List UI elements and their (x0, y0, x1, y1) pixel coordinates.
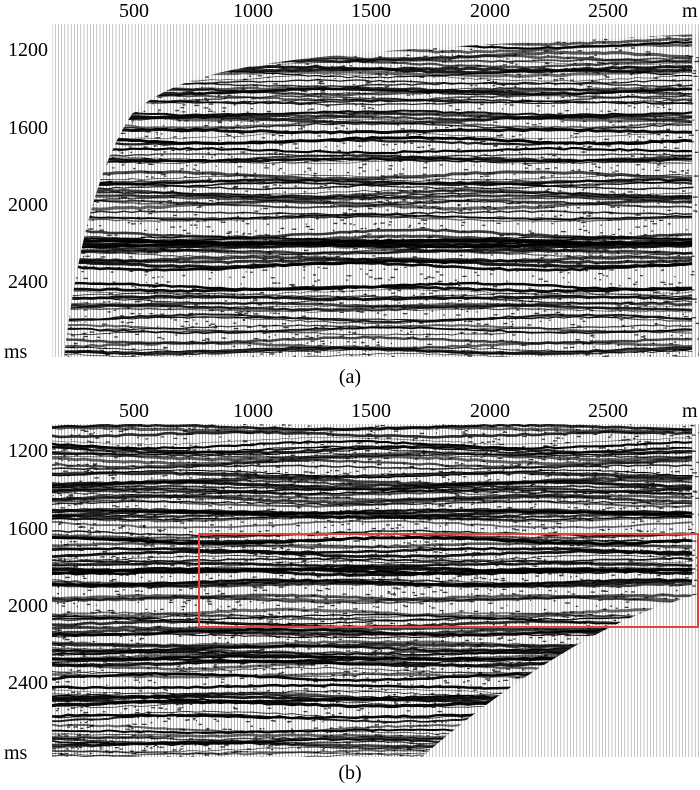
y-tick-label: 2400 (8, 271, 48, 293)
panel-caption: (a) (338, 366, 362, 388)
x-tick-label: 500 (119, 400, 149, 422)
y-tick-label: 1200 (8, 440, 48, 462)
x-tick-label: 1000 (233, 0, 273, 22)
y-tick-label: 2000 (8, 194, 48, 216)
x-tick-label: 1000 (233, 400, 273, 422)
y-tick-label: 1600 (8, 117, 48, 139)
x-tick-label: 500 (119, 0, 149, 22)
seismic-traces (52, 24, 699, 357)
y-tick-label: 1600 (8, 518, 48, 540)
seismic-panel-b: 500 1000 1500 2000 2500 m 1200 1600 2000… (0, 395, 700, 790)
y-tick-label: 2000 (8, 595, 48, 617)
x-tick-label: 2500 (588, 0, 628, 22)
panel-caption: (b) (338, 762, 362, 784)
seismic-section-image (52, 24, 699, 357)
highlight-rectangle (198, 533, 699, 628)
x-tick-label: 1500 (351, 0, 391, 22)
seismic-section-image (52, 424, 699, 757)
y-tick-label: 1200 (8, 39, 48, 61)
seismic-traces (52, 424, 699, 757)
y-unit-label: ms (4, 742, 28, 764)
x-tick-label: 2500 (588, 400, 628, 422)
x-tick-label: 2000 (470, 0, 510, 22)
x-tick-label: 1500 (351, 400, 391, 422)
x-tick-label: 2000 (470, 400, 510, 422)
seismic-panel-a: 500 1000 1500 2000 2500 m 1200 1600 2000… (4, 0, 699, 388)
y-unit-label: ms (4, 341, 28, 363)
x-unit-label: m (682, 400, 698, 422)
y-tick-label: 2400 (8, 672, 48, 694)
x-unit-label: m (682, 0, 698, 22)
